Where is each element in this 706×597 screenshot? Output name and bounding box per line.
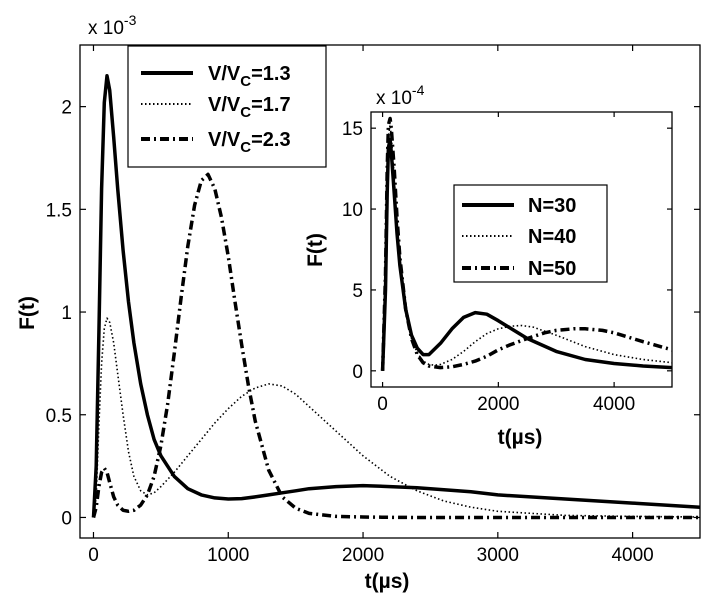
main-y-axis-label: F(t) <box>16 296 39 330</box>
legend-label-series-1: V/VC=1.3 <box>208 63 291 90</box>
main-exponent-label: x 10-3 <box>88 12 137 39</box>
inset-series-line-1 <box>380 137 673 371</box>
inset-series-line-3 <box>380 116 673 371</box>
main-x-tick-label: 0 <box>88 545 99 566</box>
inset-legend: N=30 N=40 N=50 <box>453 184 608 283</box>
inset-legend-box <box>453 184 608 283</box>
main-x-tick-label: 1000 <box>207 545 249 566</box>
main-y-tick-label: 0 <box>61 508 72 529</box>
inset-exponent-label: x 10-4 <box>376 82 425 109</box>
main-series-group <box>91 74 701 520</box>
legend-label-series-2: V/VC=1.7 <box>208 94 291 121</box>
main-y-tick-label: 0.5 <box>46 406 72 427</box>
inset-x-tick-label: 2000 <box>477 394 519 415</box>
inset-chart: 0 2000 4000 0 5 10 15 x 10-4 t(µs) F(t) N=30 N… <box>304 82 673 449</box>
inset-y-tick-label: 10 <box>342 200 363 221</box>
inset-y-tick-label: 0 <box>352 362 363 383</box>
inset-y-tick-label: 15 <box>342 119 363 140</box>
main-series-line-2 <box>92 317 701 518</box>
inset-legend-label-series-1: N=30 <box>528 195 576 217</box>
legend-label-series-3: V/VC=2.3 <box>208 129 291 156</box>
inset-y-axis-label: F(t) <box>304 233 327 267</box>
main-legend-box <box>127 45 327 168</box>
main-series-line-3 <box>91 172 700 520</box>
main-y-tick-label: 1 <box>61 303 72 324</box>
inset-legend-label-series-2: N=40 <box>528 226 576 248</box>
inset-x-tick-label: 4000 <box>593 394 635 415</box>
main-legend: V/VC=1.3 V/VC=1.7 V/VC=2.3 <box>127 45 327 168</box>
main-x-tick-label: 4000 <box>611 545 653 566</box>
main-x-axis-label: t(µs) <box>365 570 410 593</box>
inset-ticks-group: 0 2000 4000 0 5 10 15 <box>342 112 672 415</box>
main-y-tick-label: 1.5 <box>46 200 72 221</box>
inset-legend-label-series-3: N=50 <box>528 258 576 280</box>
inset-x-tick-label: 0 <box>377 394 388 415</box>
main-x-tick-label: 2000 <box>342 545 384 566</box>
main-series-line-1 <box>91 74 701 518</box>
inset-series-group <box>380 116 673 371</box>
inset-series-line-2 <box>381 124 673 371</box>
inset-x-axis-label: t(µs) <box>498 426 543 449</box>
inset-y-tick-label: 5 <box>352 281 363 302</box>
main-y-tick-label: 2 <box>61 98 72 119</box>
main-x-tick-label: 3000 <box>477 545 519 566</box>
